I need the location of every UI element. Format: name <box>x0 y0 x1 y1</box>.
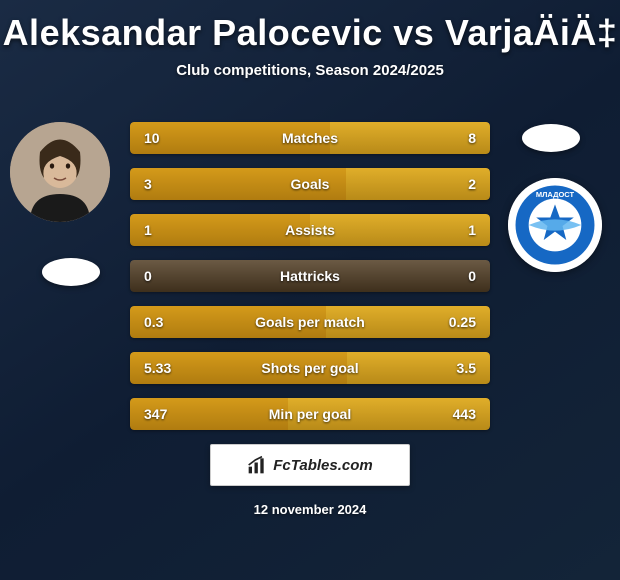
stat-label: Matches <box>130 122 490 154</box>
stat-row: 00Hattricks <box>130 260 490 292</box>
stat-label: Goals per match <box>130 306 490 338</box>
player-left-flag <box>42 258 100 286</box>
svg-text:МЛАДОСТ: МЛАДОСТ <box>536 190 575 199</box>
chart-icon <box>247 455 267 475</box>
comparison-title: Aleksandar Palocevic vs VarjaÄiÄ‡ <box>0 0 620 54</box>
stat-row: 0.30.25Goals per match <box>130 306 490 338</box>
stat-row: 5.333.5Shots per goal <box>130 352 490 384</box>
player-right-flag <box>522 124 580 152</box>
stat-label: Hattricks <box>130 260 490 292</box>
player-left-avatar <box>10 122 110 222</box>
stat-label: Min per goal <box>130 398 490 430</box>
stat-row: 108Matches <box>130 122 490 154</box>
stat-label: Goals <box>130 168 490 200</box>
stat-row: 347443Min per goal <box>130 398 490 430</box>
stat-row: 11Assists <box>130 214 490 246</box>
player-right-crest: МЛАДОСТ <box>508 178 602 272</box>
fctables-logo: FcTables.com <box>210 444 410 486</box>
stat-label: Shots per goal <box>130 352 490 384</box>
comparison-date: 12 november 2024 <box>0 502 620 517</box>
comparison-subtitle: Club competitions, Season 2024/2025 <box>0 62 620 79</box>
stats-bars-container: 108Matches 32Goals 11Assists 00Hattricks 0.3… <box>130 122 490 444</box>
fctables-logo-text: FcTables.com <box>273 457 372 474</box>
stat-label: Assists <box>130 214 490 246</box>
stat-row: 32Goals <box>130 168 490 200</box>
